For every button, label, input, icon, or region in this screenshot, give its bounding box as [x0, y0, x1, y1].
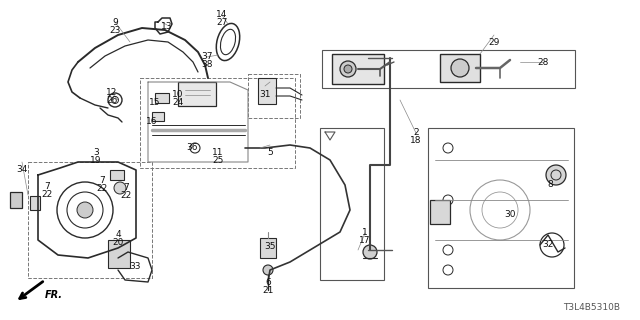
- Text: 4: 4: [115, 230, 121, 239]
- Circle shape: [114, 182, 126, 194]
- Bar: [155, 93, 169, 103]
- Circle shape: [451, 59, 469, 77]
- Text: 16: 16: [147, 117, 157, 126]
- Text: 14: 14: [216, 10, 228, 19]
- Circle shape: [546, 165, 566, 185]
- Text: 27: 27: [216, 18, 228, 27]
- Text: T3L4B5310B: T3L4B5310B: [563, 303, 620, 312]
- Text: 36: 36: [186, 143, 198, 152]
- Text: 37: 37: [201, 52, 212, 61]
- Circle shape: [344, 65, 352, 73]
- Text: 3: 3: [93, 148, 99, 157]
- Text: 20: 20: [112, 238, 124, 247]
- Bar: [322, 50, 575, 88]
- Text: 31: 31: [259, 90, 271, 99]
- Bar: [178, 82, 216, 106]
- Bar: [332, 54, 384, 84]
- Text: 11: 11: [212, 148, 224, 157]
- Bar: [428, 128, 574, 288]
- Bar: [258, 78, 276, 104]
- Text: 25: 25: [212, 156, 224, 165]
- Bar: [152, 112, 164, 121]
- Circle shape: [263, 265, 273, 275]
- Text: 33: 33: [129, 262, 141, 271]
- Text: 7: 7: [123, 183, 129, 192]
- Text: 26: 26: [106, 96, 118, 105]
- Bar: [430, 200, 450, 224]
- Circle shape: [77, 202, 93, 218]
- Text: 22: 22: [42, 190, 52, 199]
- Bar: [248, 74, 300, 118]
- Text: 22: 22: [97, 184, 108, 193]
- Circle shape: [363, 245, 377, 259]
- Text: 7: 7: [44, 182, 50, 191]
- Text: 12: 12: [106, 88, 118, 97]
- Text: 8: 8: [547, 180, 553, 189]
- Text: 38: 38: [201, 60, 212, 69]
- Text: 9: 9: [112, 18, 118, 27]
- Text: 34: 34: [16, 165, 28, 174]
- Text: 17: 17: [359, 236, 371, 245]
- Text: 29: 29: [488, 38, 500, 47]
- Text: 28: 28: [538, 58, 548, 67]
- Bar: [440, 54, 480, 82]
- Bar: [28, 162, 152, 278]
- Bar: [140, 78, 295, 168]
- Text: 5: 5: [267, 148, 273, 157]
- Text: 19: 19: [90, 156, 102, 165]
- Text: 35: 35: [264, 242, 276, 251]
- Text: 13: 13: [161, 22, 173, 31]
- Bar: [260, 238, 276, 258]
- Text: 32: 32: [542, 240, 554, 249]
- Text: 15: 15: [149, 98, 161, 107]
- Text: 18: 18: [410, 136, 422, 145]
- Text: 7: 7: [99, 176, 105, 185]
- Bar: [110, 170, 124, 180]
- Bar: [320, 128, 384, 280]
- Text: 10: 10: [172, 90, 184, 99]
- Text: 23: 23: [109, 26, 121, 35]
- Bar: [10, 192, 22, 208]
- Text: 21: 21: [262, 286, 274, 295]
- Text: FR.: FR.: [45, 290, 63, 300]
- Text: 24: 24: [172, 98, 184, 107]
- Text: 6: 6: [265, 278, 271, 287]
- Text: 30: 30: [504, 210, 516, 219]
- Text: 2: 2: [413, 128, 419, 137]
- Bar: [30, 196, 40, 210]
- Text: 22: 22: [120, 191, 132, 200]
- Circle shape: [340, 61, 356, 77]
- Text: 1: 1: [362, 228, 368, 237]
- Bar: [108, 240, 130, 268]
